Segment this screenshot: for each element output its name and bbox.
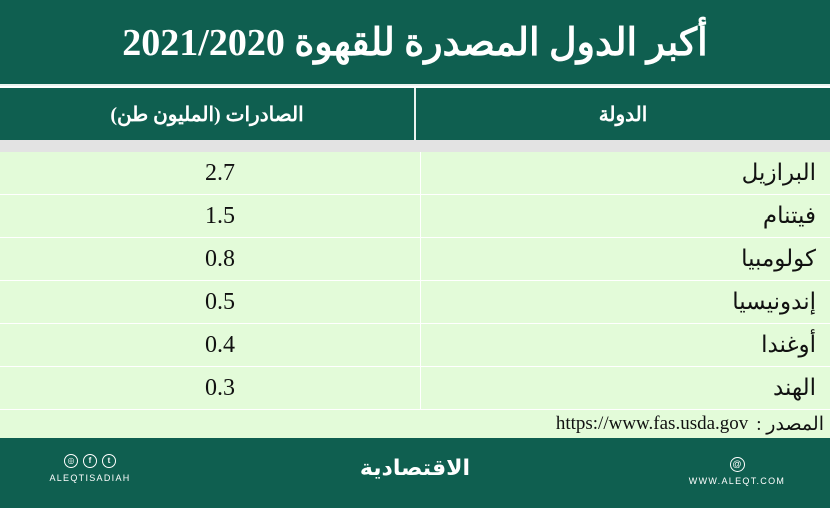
social-handle: ALEQTISADIAH — [49, 473, 131, 483]
value-cell: 0.3 — [205, 374, 235, 401]
value-cell: 0.8 — [205, 245, 235, 272]
table-header: الدولة الصادرات (المليون طن) — [0, 88, 830, 140]
instagram-icon[interactable]: ◎ — [64, 454, 78, 468]
value-cell: 1.5 — [205, 202, 235, 229]
globe-icon: @ — [729, 457, 745, 472]
value-cell: 2.7 — [205, 159, 235, 186]
header-divider — [0, 140, 830, 152]
table-row: الهند 0.3 — [0, 367, 830, 410]
country-cell: البرازيل — [420, 152, 830, 194]
header-exports: الصادرات (المليون طن) — [110, 103, 304, 126]
country-cell: فيتنام — [420, 195, 830, 237]
brand-logo: الاقتصادية — [359, 456, 471, 481]
country-cell: الهند — [420, 367, 830, 409]
website-link[interactable]: WWW.ALEQT.COM — [688, 476, 786, 486]
website-block: @ WWW.ALEQT.COM — [682, 454, 792, 486]
social-icons: ◎ f t — [40, 454, 140, 468]
value-cell: 0.5 — [205, 288, 235, 315]
table-row: كولومبيا 0.8 — [0, 238, 830, 281]
table-row: أوغندا 0.4 — [0, 324, 830, 367]
country-cell: أوغندا — [420, 324, 830, 366]
source-note: المصدر : https://www.fas.usda.gov — [0, 410, 830, 438]
title-bar: أكبر الدول المصدرة للقهوة 2021/2020 — [0, 0, 830, 86]
table-row: فيتنام 1.5 — [0, 195, 830, 238]
twitter-icon[interactable]: t — [102, 454, 116, 468]
footer: ◎ f t ALEQTISADIAH الاقتصادية @ WWW.ALEQ… — [0, 438, 830, 508]
table-row: إندونيسيا 0.5 — [0, 281, 830, 324]
value-cell: 0.4 — [205, 331, 235, 358]
table-row: البرازيل 2.7 — [0, 152, 830, 195]
source-label: المصدر : — [756, 413, 824, 435]
social-block: ◎ f t ALEQTISADIAH — [40, 454, 140, 483]
country-cell: كولومبيا — [420, 238, 830, 280]
page-title: أكبر الدول المصدرة للقهوة 2021/2020 — [122, 21, 708, 64]
facebook-icon[interactable]: f — [83, 454, 97, 468]
data-table: البرازيل 2.7 فيتنام 1.5 كولومبيا 0.8 إند… — [0, 152, 830, 410]
country-cell: إندونيسيا — [420, 281, 830, 323]
header-country: الدولة — [414, 88, 830, 140]
source-link[interactable]: https://www.fas.usda.gov — [555, 413, 749, 434]
